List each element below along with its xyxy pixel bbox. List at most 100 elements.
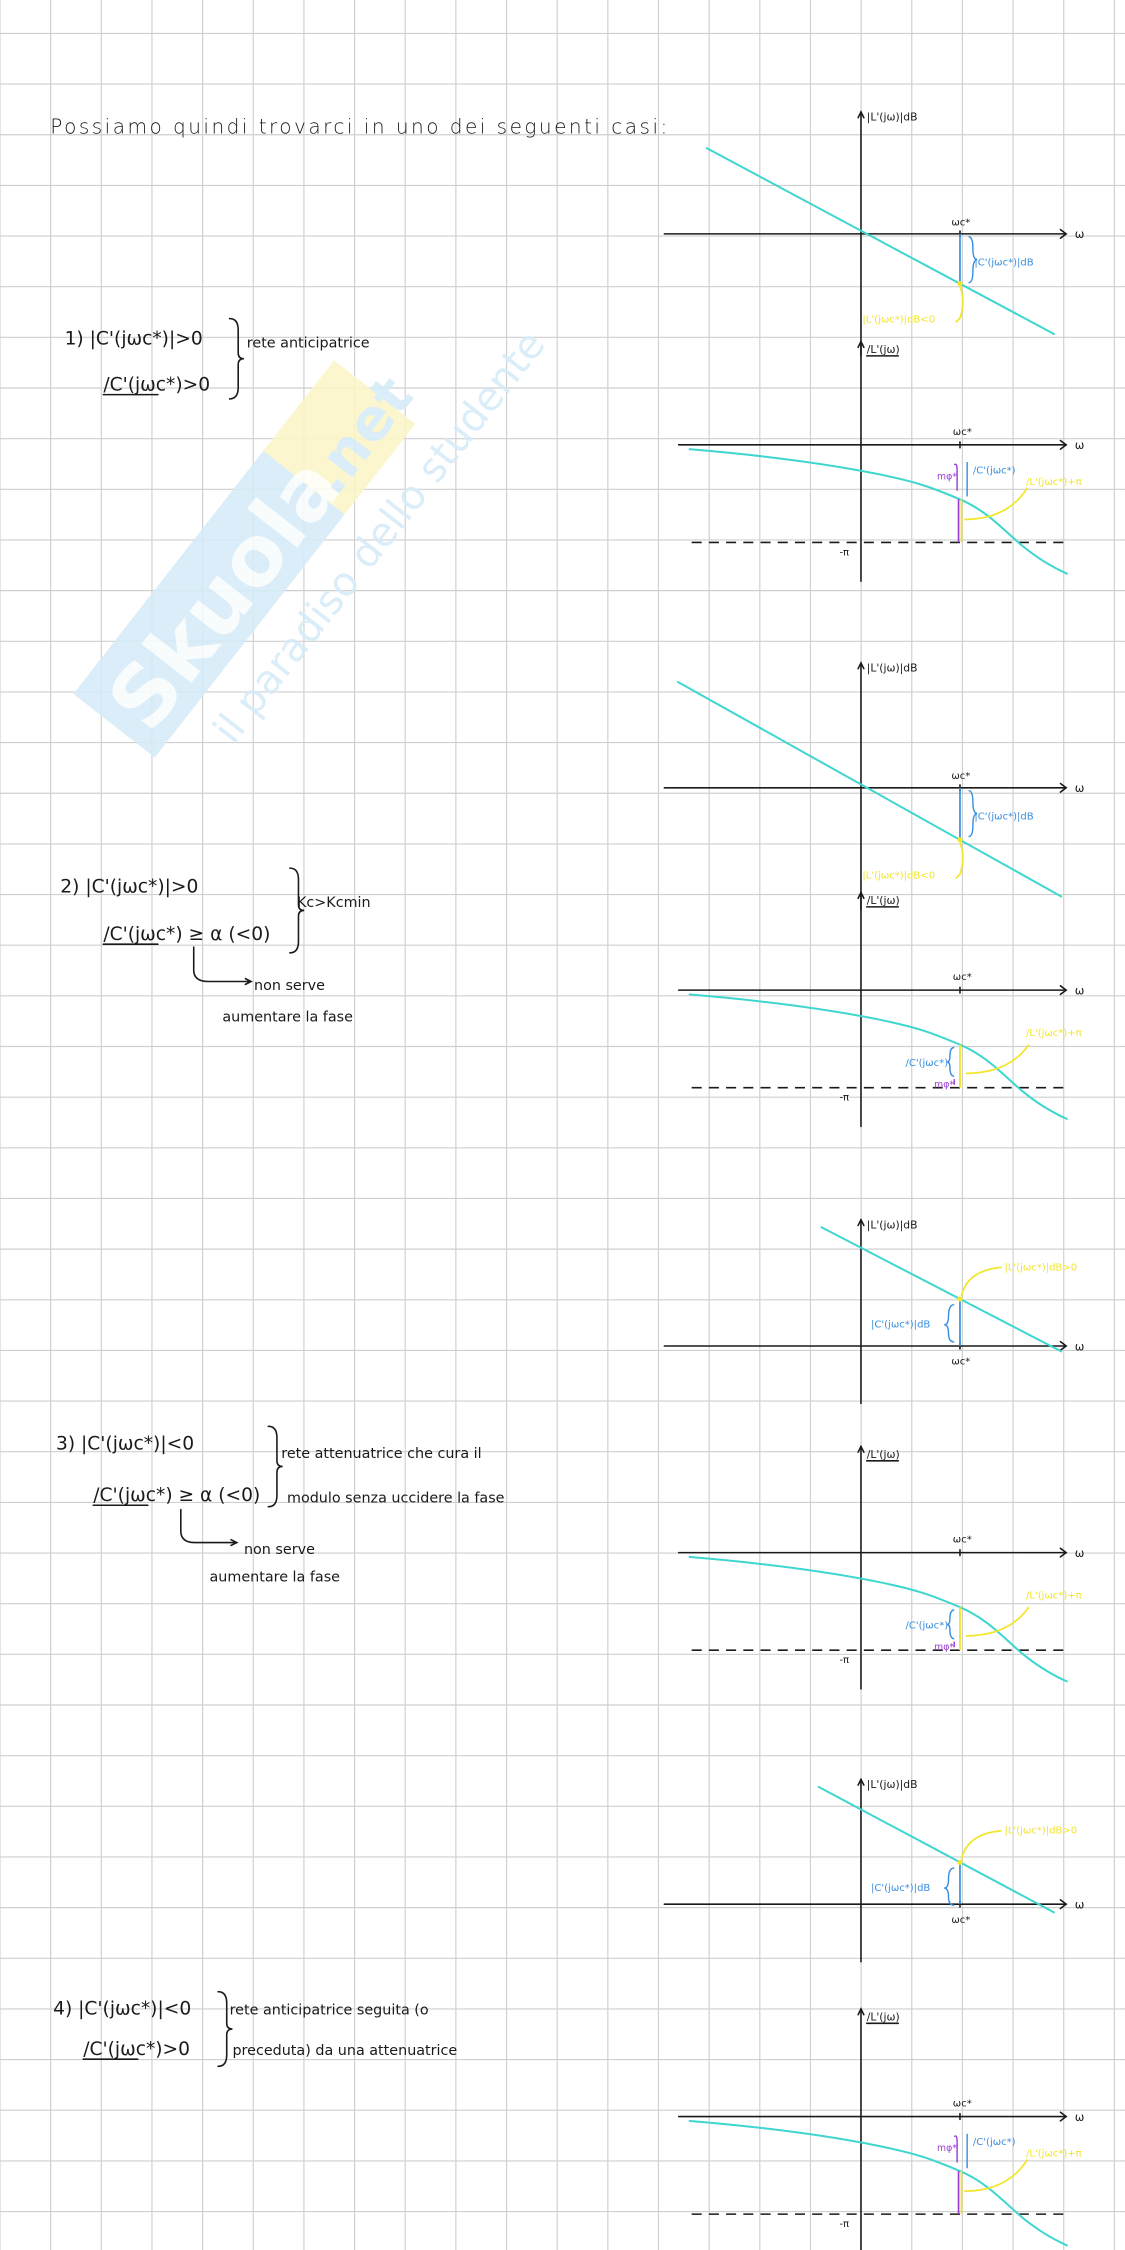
case-notes: 1) |C'(jωc*)|>0/C'(jωc*)>0 rete anticipat… [53, 317, 505, 2068]
blue-brace [944, 1867, 955, 1907]
y-axis-arrow-icon [857, 2007, 865, 2016]
L-phase-label: /L'(jωc*)+π [1026, 1028, 1082, 1039]
minus-pi-label: -π [839, 1093, 849, 1104]
omega-c-label: ωc* [953, 972, 972, 983]
minus-pi-label: -π [839, 1655, 849, 1666]
phase-curve [688, 1555, 1069, 1683]
case-2: 2) |C'(jωc*)|>0/C'(jωc*) ≥ α (<0) Kc>Kcmi… [60, 867, 371, 1026]
omega-c-label: ωc* [951, 1357, 970, 1368]
L-magnitude-label: |L'(jωc*)|dB<0 [862, 314, 935, 325]
phase-plot-2: /L'(jω) ω ωc* -π/C'(jωc*) mφ* /L'(jωc*)+π [677, 890, 1084, 1128]
brace-text: rete anticipatrice seguita (o [230, 2003, 429, 2019]
yellow-pointer [965, 1044, 1030, 1075]
x-axis-arrow-icon [1059, 439, 1068, 450]
x-axis-label: ω [1075, 1339, 1085, 1353]
x-axis-label: ω [1075, 1546, 1085, 1560]
y-axis-arrow-icon [857, 890, 865, 900]
y-axis-label: /L'(jω) [867, 894, 900, 907]
y-axis-label: |L'(jω)|dB [867, 1778, 918, 1791]
brace-text: rete anticipatrice [247, 335, 370, 351]
brace-text: preceduta) da una attenuatrice [232, 2043, 457, 2059]
y-axis-label: |L'(jω)|dB [867, 662, 918, 675]
brace-text: modulo senza uccidere la fase [287, 1490, 505, 1506]
case-1: 1) |C'(jωc*)|>0/C'(jωc*)>0 rete anticipat… [65, 317, 370, 400]
y-axis-arrow-icon [857, 1777, 865, 1786]
curly-brace [228, 317, 244, 400]
y-axis-arrow-icon [857, 110, 865, 119]
bode-plots: |L'(jω)|dB ω ωc* |C'(jωc*)|dB |L'(jωc*)|dB<0… [663, 110, 1085, 2250]
C-magnitude-label: |C'(jωc*)|dB [974, 811, 1033, 822]
x-axis-label: ω [1075, 438, 1085, 452]
C-phase-label: /C'(jωc*) [973, 2137, 1016, 2148]
L-magnitude-label: |L'(jωc*)|dB<0 [862, 871, 935, 882]
phase-margin-label: mφ* [937, 2143, 957, 2154]
purple-bracket [953, 463, 958, 491]
x-axis-arrow-icon [1059, 782, 1068, 793]
x-axis-label: ω [1075, 2110, 1085, 2124]
omega-c-label: ωc* [951, 217, 970, 228]
case-3: 3) |C'(jωc*)|<0/C'(jωc*) ≥ α (<0) rete at… [56, 1425, 505, 1585]
L-phase-label: /L'(jωc*)+π [1026, 2149, 1082, 2160]
crossing-point [957, 1296, 963, 1302]
y-axis-label: |L'(jω)|dB [867, 111, 918, 124]
yellow-pointer [960, 1266, 1002, 1297]
magnitude-curve [676, 680, 1063, 898]
blue-brace [968, 789, 978, 838]
omega-c-label: ωc* [951, 771, 970, 782]
yellow-pointer [955, 286, 964, 324]
phase-curve [688, 448, 1069, 575]
case-magnitude-condition: 4) |C'(jωc*)|<0 [53, 1999, 191, 2020]
phase-margin-label: mφ* [937, 471, 957, 482]
purple-bracket [953, 2135, 958, 2163]
case-phase-condition: /C'(jωc*) ≥ α (<0) [103, 924, 270, 945]
x-axis-arrow-icon [1059, 2111, 1068, 2122]
minus-pi-label: -π [839, 547, 849, 558]
L-phase-label: /L'(jωc*)+π [1026, 477, 1082, 488]
C-magnitude-label: |C'(jωc*)|dB [871, 1320, 930, 1331]
curly-brace [217, 1990, 233, 2068]
minus-pi-label: -π [839, 2219, 849, 2230]
yellow-pointer [965, 1606, 1030, 1637]
blue-brace [968, 236, 978, 284]
C-magnitude-label: |C'(jωc*)|dB [974, 257, 1033, 268]
C-phase-label: /C'(jωc*) [905, 1058, 948, 1069]
phase-plot-4: /L'(jω) ω ωc* -π mφ* /C'(jωc*) /L'(jωc*)+π [677, 2007, 1085, 2250]
brace-text: rete attenuatrice che cura il [281, 1446, 481, 1462]
case-phase-condition: /C'(jωc*)>0 [103, 374, 210, 395]
case-phase-condition: /C'(jωc*) ≥ α (<0) [93, 1485, 260, 1506]
phase-margin-label: mφ* [934, 1642, 954, 1653]
phase-plot-1: /L'(jω) ω ωc* -π mφ* /C'(jωc*) /L'(jωc*)+π [677, 339, 1085, 582]
x-axis-arrow-icon [1059, 1547, 1068, 1558]
omega-c-label: ωc* [953, 1535, 972, 1546]
x-axis-arrow-icon [1059, 1340, 1068, 1352]
blue-brace [944, 1303, 955, 1343]
L-magnitude-label: |L'(jωc*)|dB>0 [1004, 1826, 1077, 1837]
brace-text: Kc>Kcmin [297, 895, 371, 911]
note-text: aumentare la fase [222, 1010, 353, 1026]
y-axis-label: /L'(jω) [867, 343, 900, 356]
crossing-point [957, 281, 963, 287]
yellow-pointer [960, 1829, 1002, 1860]
y-axis-arrow-icon [857, 661, 865, 670]
note-text: non serve [244, 1542, 315, 1558]
magnitude-plot-4: |L'(jω)|dB ω ωc* |C'(jωc*)|dB |L'(jωc*)|dB>0 [663, 1777, 1084, 1963]
y-axis-arrow-icon [857, 1444, 865, 1453]
omega-c-label: ωc* [951, 1915, 970, 1926]
note-text: aumentare la fase [210, 1569, 341, 1585]
phase-curve [688, 2119, 1069, 2247]
y-axis-label: |L'(jω)|dB [867, 1218, 918, 1231]
note-arrow [192, 946, 253, 986]
yellow-pointer [964, 487, 1029, 521]
y-axis-label: /L'(jω) [867, 1448, 900, 1461]
case-magnitude-condition: 3) |C'(jωc*)|<0 [56, 1433, 194, 1454]
magnitude-curve [705, 146, 1056, 336]
C-phase-label: /C'(jωc*) [905, 1621, 948, 1632]
C-phase-label: /C'(jωc*) [973, 466, 1016, 477]
y-axis-arrow-icon [857, 339, 865, 349]
x-axis-arrow-icon [1059, 228, 1068, 239]
yellow-pointer [955, 842, 964, 880]
curly-brace [267, 1425, 283, 1508]
L-phase-label: /L'(jωc*)+π [1026, 1591, 1082, 1602]
case-phase-condition: /C'(jωc*)>0 [83, 2039, 190, 2060]
